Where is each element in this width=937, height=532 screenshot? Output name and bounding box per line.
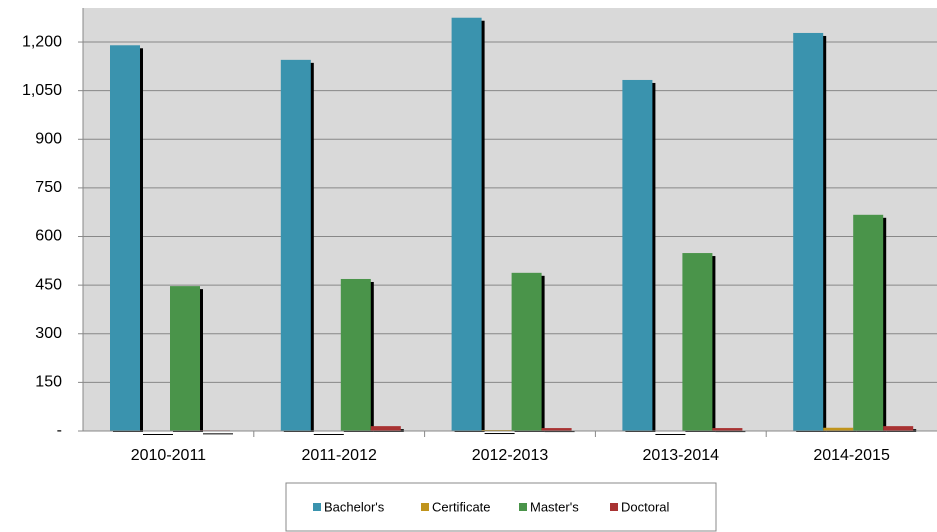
x-tick-label: 2010-2011 [131,447,206,464]
bar [883,426,914,431]
bar [793,32,824,432]
bar-shadow [143,434,173,435]
bar-shadow [484,433,515,435]
y-tick-label: - [57,422,62,439]
legend-label: Doctoral [621,499,670,514]
legend-box [285,482,717,532]
bar [622,79,653,431]
y-tick-label: 300 [35,325,62,342]
legend-label: Master's [530,499,579,514]
bar [110,45,140,431]
y-tick-label: 1,200 [22,33,62,50]
y-tick-label: 450 [35,276,62,293]
x-tick-label: 2014-2015 [813,447,890,464]
bar [451,17,482,431]
y-tick-label: 750 [35,179,62,196]
legend-swatch [421,503,429,511]
x-tick-label: 2011-2012 [302,447,377,464]
legend-label: Bachelor's [324,499,385,514]
x-tick-label: 2012-2013 [472,447,549,464]
bar-shadow [544,431,575,433]
y-tick-label: 1,050 [22,82,62,99]
bar-shadow [203,433,233,435]
bar [370,426,401,431]
bar-shadow [715,431,746,433]
bar-shadow [313,434,344,435]
bar [280,59,311,432]
bar [541,428,572,431]
bar [823,427,854,431]
y-tick-label: 150 [35,374,62,391]
y-tick-label: 600 [35,228,62,245]
x-tick-label: 2013-2014 [643,447,720,464]
legend-swatch [610,503,618,511]
bar [682,253,713,431]
legend-swatch [313,503,321,511]
bar [712,428,743,431]
bar [170,286,200,431]
bar [853,214,884,431]
legend-swatch [519,503,527,511]
bar [511,272,542,431]
legend: Bachelor's Certificate Master's Doctoral [285,482,717,532]
legend-label: Certificate [432,499,491,514]
bar-shadow [655,434,686,435]
bar [340,278,371,431]
y-tick-label: 900 [35,130,62,147]
